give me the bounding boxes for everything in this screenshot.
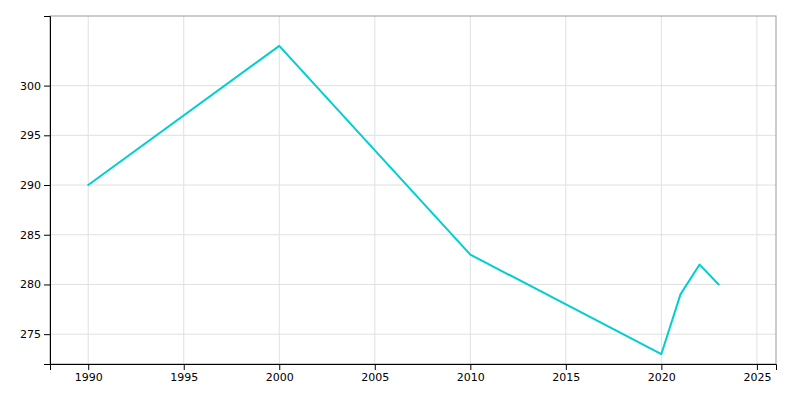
tick-mark — [566, 364, 567, 370]
x-axis: 1990 1995 2000 2005 2010 2015 2020 2025 — [51, 364, 777, 384]
y-axis: 275 280 285 290 295 300 — [20, 17, 51, 365]
tick: 295 — [20, 129, 50, 142]
tick: 2000 — [266, 364, 294, 384]
grid-line — [470, 16, 471, 364]
grid-line — [50, 135, 776, 136]
plot-area: 1990 1995 2000 2005 2010 2015 2020 2025 275 280 28… — [20, 16, 777, 384]
chart: 1990 1995 2000 2005 2010 2015 2020 2025 275 280 28… — [0, 0, 800, 400]
tick-label: 300 — [20, 80, 41, 93]
axis-line — [51, 365, 777, 371]
tick-mark — [44, 185, 50, 186]
tick: 280 — [20, 278, 50, 291]
tick: 2020 — [648, 364, 676, 384]
tick-mark — [88, 364, 89, 370]
tick-label: 285 — [20, 229, 41, 242]
tick-label: 295 — [20, 129, 41, 142]
grid-line — [661, 16, 662, 364]
tick-mark — [184, 364, 185, 370]
tick-mark — [44, 86, 50, 87]
tick: 2025 — [743, 364, 771, 384]
tick-label: 1990 — [75, 371, 103, 384]
grid-line — [50, 284, 776, 285]
tick-mark — [44, 334, 50, 335]
tick: 1990 — [75, 364, 103, 384]
tick-label: 280 — [20, 278, 41, 291]
tick: 275 — [20, 328, 50, 341]
tick-label: 2025 — [743, 371, 771, 384]
plot-frame — [50, 16, 776, 364]
tick-mark — [757, 364, 758, 370]
tick-label: 1995 — [170, 371, 198, 384]
grid-line — [756, 16, 757, 364]
tick: 2015 — [552, 364, 580, 384]
tick-mark — [44, 235, 50, 236]
grid-line — [50, 85, 776, 86]
tick-label: 2010 — [457, 371, 485, 384]
tick-mark — [661, 364, 662, 370]
tick: 1995 — [170, 364, 198, 384]
grid — [50, 16, 776, 364]
tick: 290 — [20, 179, 50, 192]
tick-label: 2000 — [266, 371, 294, 384]
grid-line — [50, 234, 776, 235]
tick-mark — [44, 284, 50, 285]
tick-mark — [470, 364, 471, 370]
tick-mark — [44, 135, 50, 136]
grid-line — [88, 16, 89, 364]
tick-mark — [375, 364, 376, 370]
tick: 2005 — [361, 364, 389, 384]
tick-label: 2020 — [648, 371, 676, 384]
grid-line — [50, 185, 776, 186]
line — [88, 46, 718, 354]
tick-label: 2005 — [361, 371, 389, 384]
tick-label: 290 — [20, 179, 41, 192]
marks — [88, 46, 718, 354]
tick-label: 275 — [20, 328, 41, 341]
tick: 300 — [20, 80, 50, 93]
grid-line — [374, 16, 375, 364]
tick: 2010 — [457, 364, 485, 384]
grid-line — [565, 16, 566, 364]
tick-label: 2015 — [552, 371, 580, 384]
axis-line — [44, 17, 51, 365]
tick: 285 — [20, 229, 50, 242]
grid-line — [279, 16, 280, 364]
tick-mark — [279, 364, 280, 370]
grid-line — [183, 16, 184, 364]
